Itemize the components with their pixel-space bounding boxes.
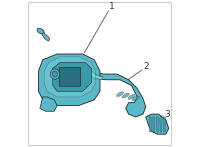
Polygon shape xyxy=(86,65,146,117)
Polygon shape xyxy=(38,54,100,106)
Polygon shape xyxy=(156,116,159,132)
Text: 3: 3 xyxy=(164,110,170,119)
Ellipse shape xyxy=(132,96,139,101)
Polygon shape xyxy=(53,63,91,91)
Ellipse shape xyxy=(37,28,44,34)
Ellipse shape xyxy=(50,69,60,79)
Text: 1: 1 xyxy=(109,2,114,11)
Polygon shape xyxy=(89,71,103,80)
FancyBboxPatch shape xyxy=(28,2,172,146)
Ellipse shape xyxy=(52,71,58,77)
Polygon shape xyxy=(153,116,155,132)
Polygon shape xyxy=(40,97,57,111)
Polygon shape xyxy=(44,57,96,97)
Polygon shape xyxy=(149,116,151,132)
Polygon shape xyxy=(163,116,166,132)
Text: 2: 2 xyxy=(143,62,149,71)
FancyBboxPatch shape xyxy=(59,68,81,86)
Polygon shape xyxy=(42,32,50,41)
Polygon shape xyxy=(160,116,162,132)
Ellipse shape xyxy=(128,95,135,99)
Ellipse shape xyxy=(122,93,129,98)
Ellipse shape xyxy=(117,92,124,96)
Polygon shape xyxy=(146,114,169,134)
